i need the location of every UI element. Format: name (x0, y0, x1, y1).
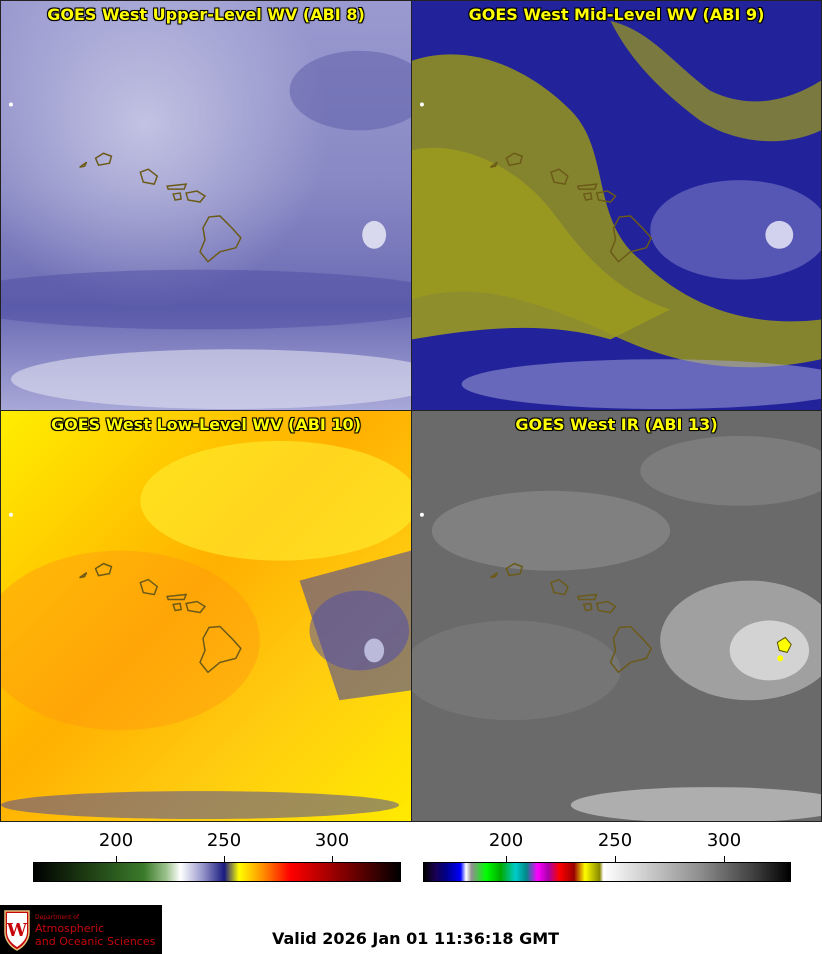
crest-letter: W (6, 920, 28, 941)
logo-line-atmospheric: Atmospheric (35, 922, 105, 935)
uw-crest-icon: W (4, 910, 30, 951)
colorbar-left-tickmark (332, 856, 333, 862)
mid-level-wv-panel: GOES West Mid-Level WV (ABI 9) (411, 0, 822, 411)
panel-title: GOES West Upper-Level WV (ABI 8) (47, 5, 365, 24)
ir-image (412, 411, 821, 821)
upper-level-wv-image (1, 1, 411, 410)
colorbar-left-tick: 250 (206, 830, 242, 851)
panel-title: GOES West Low-Level WV (ABI 10) (50, 415, 361, 434)
colorbar-right-tickmark (506, 856, 507, 862)
colorbar-right-tickmark (615, 856, 616, 862)
colorbar-left-tickmark (224, 856, 225, 862)
colorbar-right-tick: 250 (597, 830, 633, 851)
colorbar-right-tick: 200 (488, 830, 524, 851)
low-level-wv-panel: GOES West Low-Level WV (ABI 10) (0, 410, 412, 822)
low-level-wv-image (1, 411, 411, 821)
logo-line-oceanic: and Oceanic Sciences (35, 935, 156, 948)
colorbar-left-tick: 300 (314, 830, 350, 851)
valid-time: Valid 2026 Jan 01 11:36:18 GMT (272, 929, 560, 948)
colorbar-right-tick: 300 (706, 830, 742, 851)
colorbar-left-tickmark (116, 856, 117, 862)
colorbar-left (33, 862, 401, 882)
aos-logo: W Department of Atmospheric and Oceanic … (0, 905, 162, 954)
colorbar-left-tick: 200 (98, 830, 134, 851)
panel-title: GOES West Mid-Level WV (ABI 9) (468, 5, 765, 24)
ir-panel: GOES West IR (ABI 13) (411, 410, 822, 822)
logo-line-department: Department of (35, 914, 79, 921)
colorbar-right-tickmark (724, 856, 725, 862)
panel-title: GOES West IR (ABI 13) (515, 415, 718, 434)
mid-level-wv-image (412, 1, 821, 410)
upper-level-wv-panel: GOES West Upper-Level WV (ABI 8) (0, 0, 412, 411)
colorbar-right (423, 862, 791, 882)
